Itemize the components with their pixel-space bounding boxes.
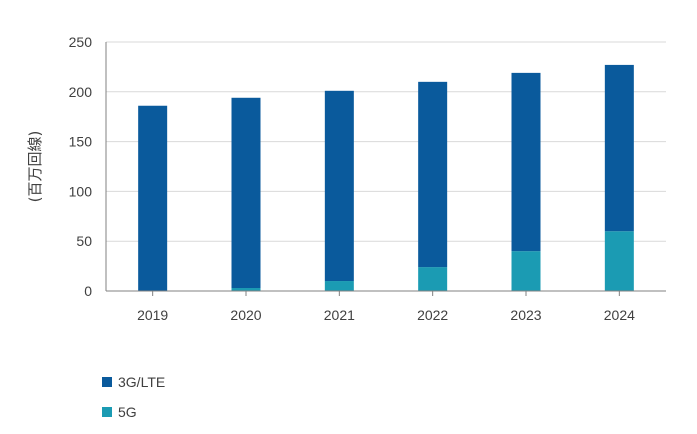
bars xyxy=(138,64,634,291)
axes xyxy=(105,42,666,296)
y-tick-label: 250 xyxy=(69,34,93,50)
legend: 3G/LTE 5G xyxy=(102,372,302,432)
y-tick-label: 50 xyxy=(76,233,92,249)
legend-label-3g-lte: 3G/LTE xyxy=(118,374,166,390)
legend-item-5g: 5G xyxy=(102,402,302,422)
bar-5g-2024 xyxy=(604,231,634,291)
bar-3g-lte-2022 xyxy=(418,81,448,268)
tick-labels: 0 50 100 150 200 250 2019 2020 2021 2022 2023 2024 xyxy=(69,34,635,323)
legend-swatch-5g xyxy=(102,407,112,417)
bar-5g-2022 xyxy=(418,267,448,291)
x-tick-label: 2023 xyxy=(510,307,541,323)
bar-3g-lte-2024 xyxy=(604,64,634,232)
y-axis-title: (百万回線) xyxy=(26,131,44,203)
x-tick-label: 2024 xyxy=(604,307,635,323)
bar-5g-2021 xyxy=(324,281,354,291)
y-tick-label: 150 xyxy=(69,134,93,150)
x-tick-label: 2021 xyxy=(324,307,355,323)
bar-3g-lte-2020 xyxy=(231,97,261,289)
legend-item-3g-lte: 3G/LTE xyxy=(102,372,302,392)
x-tick-label: 2022 xyxy=(417,307,448,323)
bar-3g-lte-2021 xyxy=(324,90,354,282)
y-tick-label: 100 xyxy=(69,183,93,199)
x-tick-label: 2020 xyxy=(230,307,261,323)
y-tick-label: 0 xyxy=(84,283,92,299)
y-tick-label: 200 xyxy=(69,84,93,100)
gridlines xyxy=(106,41,666,242)
bar-3g-lte-2023 xyxy=(511,72,541,252)
legend-label-5g: 5G xyxy=(118,404,137,420)
bar-5g-2020 xyxy=(231,288,261,291)
bar-5g-2023 xyxy=(511,251,541,291)
legend-swatch-3g-lte xyxy=(102,377,112,387)
x-tick-label: 2019 xyxy=(137,307,168,323)
bar-3g-lte-2019 xyxy=(138,105,168,291)
